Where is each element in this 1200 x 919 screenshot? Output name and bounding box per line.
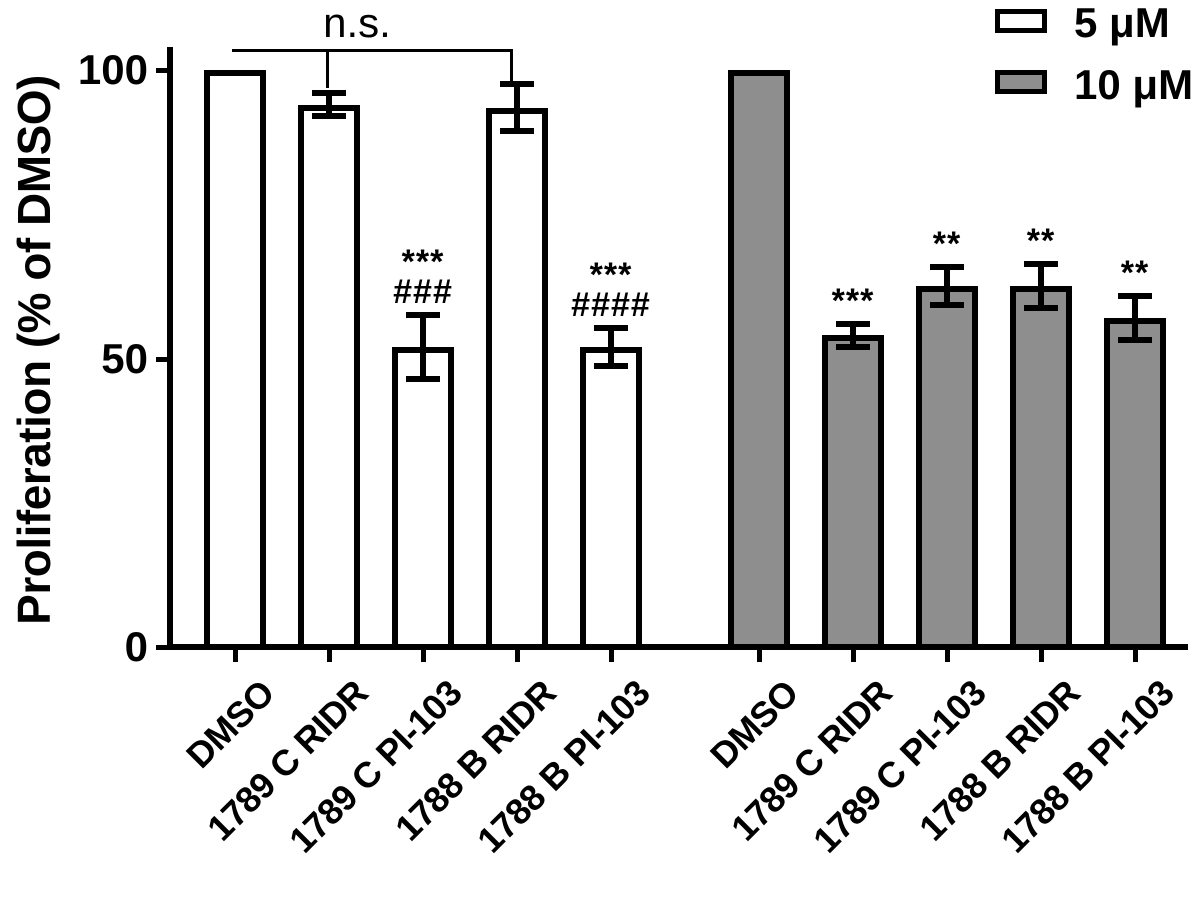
significance-annotation: *** <box>401 243 445 281</box>
legend-label-5um: 5 μM <box>1074 0 1170 46</box>
y-axis-line <box>167 47 173 650</box>
error-bar-cap-bottom <box>500 128 534 134</box>
error-bar-cap-top <box>930 264 964 270</box>
error-bar <box>420 315 426 379</box>
x-tick <box>851 647 856 662</box>
x-tick <box>233 647 238 662</box>
bar-10μM-1788-B-PI-103 <box>1104 318 1166 650</box>
error-bar-cap-top <box>1118 293 1152 299</box>
y-tick-label: 100 <box>77 46 148 93</box>
error-bar <box>1132 296 1138 340</box>
y-tick <box>156 356 171 362</box>
error-bar-cap-bottom <box>1118 337 1152 343</box>
error-bar-cap-bottom <box>1024 305 1058 311</box>
significance-annotation: ** <box>1120 254 1150 292</box>
error-bar-cap-top <box>406 312 440 318</box>
y-tick-label: 50 <box>101 334 148 382</box>
error-bar-cap-bottom <box>930 302 964 308</box>
bar-10μM-1789-C-PI-103 <box>916 286 978 650</box>
error-bar-cap-bottom <box>406 376 440 382</box>
bar-5μM-DMSO <box>204 70 266 650</box>
significance-annotation: *** <box>589 256 633 294</box>
ns-bracket-line <box>232 49 513 52</box>
legend-swatch-5um <box>995 9 1047 33</box>
y-tick-label: 0 <box>124 623 148 670</box>
significance-annotation: ### <box>393 273 453 311</box>
bar-5μM-1789-C-RIDR <box>298 105 360 650</box>
ns-bracket-label: n.s. <box>323 0 391 46</box>
error-bar <box>944 267 950 305</box>
error-bar-cap-top <box>594 325 628 331</box>
error-bar <box>608 328 614 366</box>
error-bar-cap-top <box>836 321 870 327</box>
significance-annotation: *** <box>831 282 875 320</box>
bar-5μM-1788-B-PI-103 <box>580 347 642 650</box>
y-tick <box>156 68 171 73</box>
x-tick <box>515 647 520 662</box>
ns-bracket-drop-right <box>510 49 513 82</box>
x-tick <box>1133 647 1138 662</box>
error-bar <box>326 93 332 116</box>
x-tick <box>1039 647 1044 662</box>
legend-label-10um: 10 μM <box>1074 61 1194 108</box>
error-bar <box>1038 264 1044 308</box>
y-tick <box>156 645 171 650</box>
error-bar <box>850 324 856 347</box>
x-tick <box>609 647 614 662</box>
ns-bracket-drop-left <box>326 49 329 88</box>
significance-annotation: ** <box>932 225 962 263</box>
error-bar-cap-top <box>1024 261 1058 267</box>
x-axis-line <box>167 644 1188 650</box>
x-tick <box>757 647 762 662</box>
bar-10μM-1788-B-RIDR <box>1010 286 1072 650</box>
legend-swatch-10um <box>995 70 1047 94</box>
error-bar-cap-bottom <box>312 113 346 119</box>
bar-5μM-1789-C-PI-103 <box>392 347 454 650</box>
bar-5μM-1788-B-RIDR <box>486 108 548 650</box>
significance-annotation: ** <box>1026 222 1056 260</box>
x-tick <box>421 647 426 662</box>
bar-10μM-DMSO <box>728 70 790 650</box>
bar-10μM-1789-C-RIDR <box>822 335 884 650</box>
error-bar-cap-bottom <box>836 344 870 350</box>
x-tick <box>327 647 332 662</box>
x-tick <box>945 647 950 662</box>
error-bar-cap-top <box>500 81 534 87</box>
error-bar-cap-bottom <box>594 363 628 369</box>
error-bar <box>514 84 520 131</box>
error-bar-cap-top <box>312 90 346 96</box>
significance-annotation: #### <box>571 286 651 324</box>
